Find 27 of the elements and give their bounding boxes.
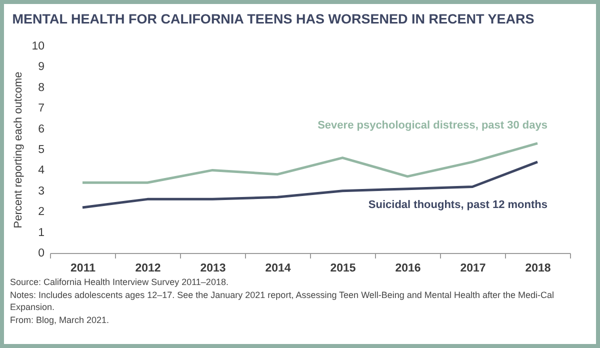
x-tick-label: 2017 [460, 262, 486, 274]
x-tick-label: 2016 [395, 262, 421, 274]
series-label: Suicidal thoughts, past 12 months [368, 198, 548, 211]
y-axis-title: Percent reporting each outcome [12, 72, 25, 228]
y-tick-label: 3 [38, 185, 44, 198]
x-tick-label: 2015 [330, 262, 356, 274]
y-tick-label: 1 [38, 226, 44, 239]
series-label: Severe psychological distress, past 30 days [318, 119, 548, 132]
y-tick-label: 5 [38, 144, 44, 156]
line-series [81, 142, 539, 184]
x-tick-label: 2014 [265, 262, 292, 274]
x-tick-label: 2011 [70, 262, 96, 274]
y-tick-label: 9 [38, 61, 44, 74]
x-tick-label: 2018 [525, 262, 552, 274]
y-tick-label: 10 [32, 40, 44, 52]
y-tick-label: 6 [38, 123, 44, 136]
x-tick-label: 2013 [200, 262, 226, 274]
y-tick-label: 2 [38, 206, 44, 218]
y-tick-label: 4 [38, 164, 46, 177]
x-tick-label: 2012 [135, 262, 161, 274]
text: Notes: Includes adolescents ages 12–17. See the January 2021 report, Assessing Teen Well-Being and Mental Health after the Medi-Cal Expansion. [10, 289, 555, 313]
y-tick-label: 8 [38, 82, 44, 94]
y-tick-label: 7 [38, 102, 44, 115]
text: From: Blog, March 2021. [10, 314, 110, 326]
y-tick-label: 0 [38, 248, 44, 260]
source-note: Source: California Health Interview Survey 2011–2018. [10, 276, 230, 288]
chart-title: MENTAL HEALTH FOR CALIFORNIA TEENS HAS WORSENED IN RECENT YEARS [12, 12, 534, 26]
